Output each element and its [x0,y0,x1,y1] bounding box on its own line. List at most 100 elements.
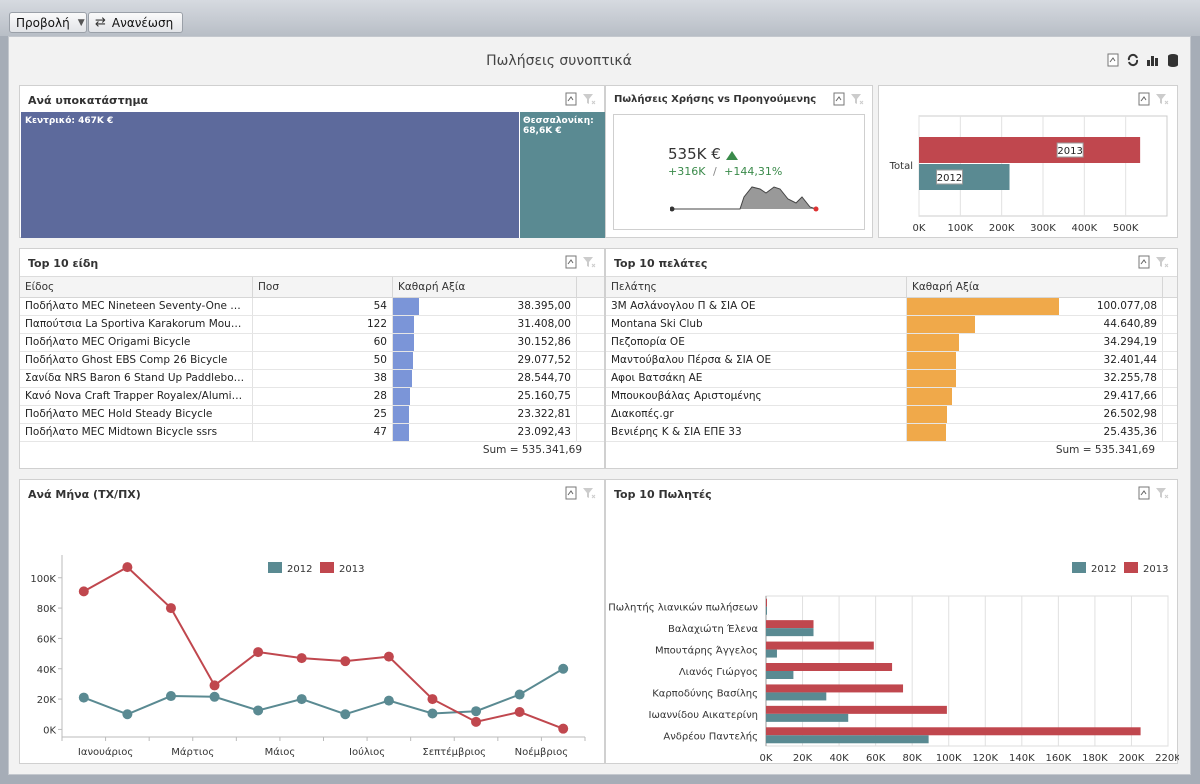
data-point[interactable] [514,689,525,700]
table-row[interactable]: Μαντούβαλου Πέρσα & ΣΙΑ ΟΕ 32.401,44 [606,352,1177,370]
cell-customer: 3M Ασλάνογλου Π & ΣΙΑ ΟΕ [606,298,907,315]
data-point[interactable] [427,708,438,719]
cell-item: Σανίδα NRS Baron 6 Stand Up Paddleboard [20,370,253,387]
table-row[interactable]: Ποδήλατο MEC Midtown Bicycle ssrs 47 23.09… [20,424,604,442]
data-point[interactable] [471,716,482,727]
value-bar [393,424,409,441]
column-header-qty[interactable]: Ποσ [253,277,393,297]
bar-2012[interactable] [766,606,767,615]
clear-filter-icon[interactable] [582,486,596,500]
data-point[interactable] [514,706,525,717]
bar-2012[interactable] [766,713,849,722]
clear-filter-icon[interactable] [582,92,596,106]
cell-qty: 122 [253,316,393,333]
y-tick-label: Μπουτάρης Άγγελος [655,645,758,657]
export-icon[interactable] [564,255,578,269]
table-row[interactable]: Μπουκουβάλας Αριστομένης 29.417,66 [606,388,1177,406]
value-text: 44.640,89 [1103,318,1157,330]
column-header-item[interactable]: Είδος [20,277,253,297]
column-header-customer[interactable]: Πελάτης [606,277,907,297]
branch-central-tile[interactable]: Κεντρικό: 467K € [21,112,519,238]
data-point[interactable] [340,709,351,720]
sparkline-line [672,186,817,210]
panel-tools [1137,255,1169,269]
clear-filter-icon[interactable] [1155,255,1169,269]
table-row[interactable]: Βενιέρης Κ & ΣΙΑ ΕΠΕ 33 25.435,36 [606,424,1177,442]
x-tick-label: 20K [793,753,813,764]
view-menu-button[interactable]: Προβολή ▼ [9,12,87,33]
export-icon[interactable] [832,92,846,106]
value-text: 32.255,78 [1103,372,1157,384]
table-row[interactable]: Ποδήλατο MEC Origami Bicycle 60 30.152,86 [20,334,604,352]
data-point[interactable] [78,692,89,703]
kpi-card[interactable]: 535K € +316K / +144,31% [613,114,865,230]
data-point[interactable] [78,586,89,597]
legend-label: 2012 [287,564,312,575]
data-point[interactable] [383,695,394,706]
table-row[interactable]: Ποδήλατο Ghost EBS Comp 26 Bicycle 50 29.0… [20,352,604,370]
bar-2013[interactable] [766,598,767,607]
year-bar-2013[interactable] [919,137,1141,163]
clear-filter-icon[interactable] [1155,92,1169,106]
bar-2013[interactable] [766,727,1141,736]
refresh-button[interactable]: ⇄ Ανανέωση [88,12,183,33]
bar-2013[interactable] [766,663,893,671]
data-point[interactable] [253,647,264,658]
export-icon[interactable] [1137,92,1151,106]
data-point[interactable] [209,680,220,691]
clear-filter-icon[interactable] [582,255,596,269]
table-row[interactable]: Ποδήλατο MEC Nineteen Seventy-One Bicycl… [20,298,604,316]
export-icon[interactable] [1137,255,1151,269]
data-point[interactable] [383,651,394,662]
chart-icon[interactable] [1146,53,1160,67]
clear-filter-icon[interactable] [1155,486,1169,500]
table-row[interactable]: 3M Ασλάνογλου Π & ΣΙΑ ΟΕ 100.077,08 [606,298,1177,316]
export-icon[interactable] [1137,486,1151,500]
bar-2013[interactable] [766,705,947,714]
bar-2012[interactable] [766,628,814,637]
bar-label: 2013 [1057,146,1082,157]
export-icon[interactable] [564,92,578,106]
data-point[interactable] [427,694,438,705]
table-row[interactable]: Σανίδα NRS Baron 6 Stand Up Paddleboard 3… [20,370,604,388]
cell-value: 30.152,86 [393,334,577,351]
export-icon[interactable] [564,486,578,500]
data-point[interactable] [296,653,307,664]
table-row[interactable]: Παπούτσια La Sportiva Karakorum Mountain… [20,316,604,334]
clear-filter-icon[interactable] [850,92,864,106]
data-point[interactable] [122,709,133,720]
bar-2012[interactable] [766,671,794,679]
column-header-value[interactable]: Καθαρή Αξία [393,277,577,297]
bar-2012[interactable] [766,692,827,701]
data-point[interactable] [122,562,133,573]
bar-2013[interactable] [766,684,904,693]
value-text: 23.322,81 [517,408,571,420]
table-row[interactable]: Αφοι Βατσάκη ΑΕ 32.255,78 [606,370,1177,388]
data-point[interactable] [209,691,220,702]
data-point[interactable] [165,603,176,614]
bar-2013[interactable] [766,641,874,650]
data-point[interactable] [253,705,264,716]
table-row[interactable]: Διακοπές.gr 26.502,98 [606,406,1177,424]
table-row[interactable]: Πεζοπορία ΟΕ 34.294,19 [606,334,1177,352]
panel-title: Top 10 Πωλητές [614,488,712,501]
table-row[interactable]: Ποδήλατο MEC Hold Steady Bicycle 25 23.322… [20,406,604,424]
data-point[interactable] [558,663,569,674]
table-row[interactable]: Montana Ski Club 44.640,89 [606,316,1177,334]
column-header-value[interactable]: Καθαρή Αξία [907,277,1163,297]
bar-2013[interactable] [766,620,814,629]
database-icon[interactable] [1166,53,1180,67]
x-tick-label: Μάιος [265,746,296,758]
bar-2012[interactable] [766,649,777,658]
data-point[interactable] [165,691,176,702]
bar-2012[interactable] [766,735,929,744]
export-icon[interactable] [1106,53,1120,67]
reload-icon[interactable] [1126,53,1140,67]
year-bar-2012[interactable] [919,164,1010,190]
data-point[interactable] [340,656,351,667]
branch-thessaloniki-tile[interactable]: Θεσσαλονίκη: 68,6K € [519,112,605,238]
table-row[interactable]: Κανό Nova Craft Trapper Royalex/Aluminum… [20,388,604,406]
data-point[interactable] [296,694,307,705]
data-point[interactable] [558,723,569,734]
data-point[interactable] [471,706,482,717]
